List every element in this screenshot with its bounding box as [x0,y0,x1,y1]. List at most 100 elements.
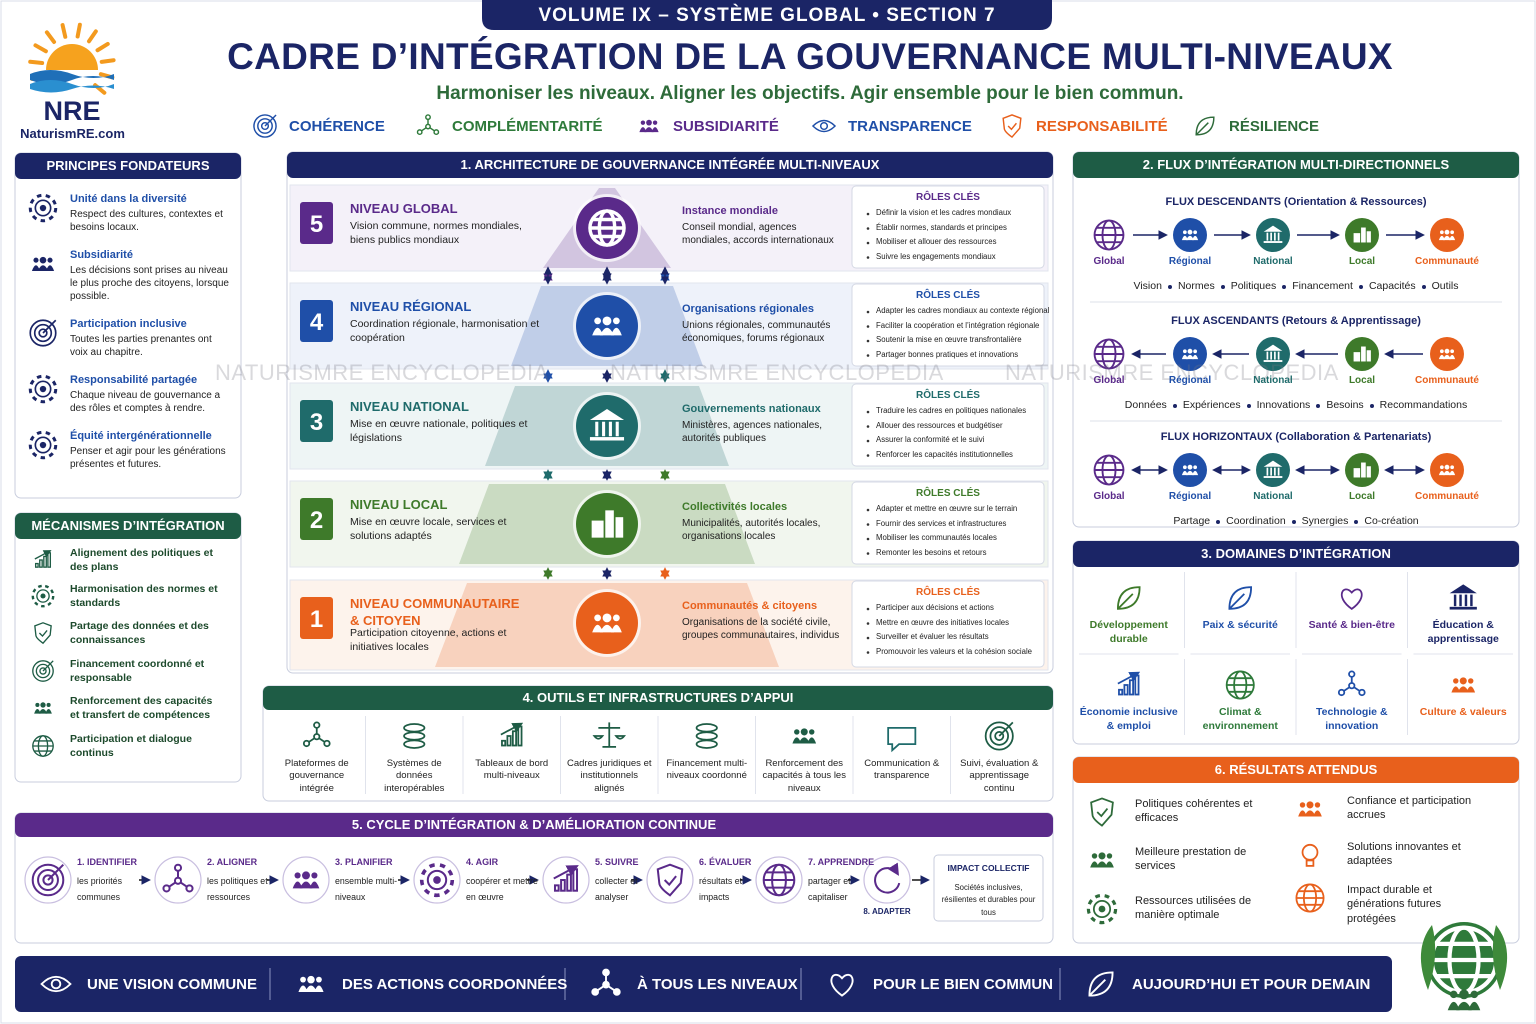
icon-part [1270,467,1272,476]
icon-part [589,437,625,441]
level-number-box [300,597,333,639]
icon-part [1466,686,1476,693]
icon [500,722,524,747]
icon-part [1366,466,1371,478]
icon-part [1193,230,1198,235]
icon-part [1192,470,1199,476]
logo-ray [60,23,68,39]
icon-part [1449,470,1456,476]
icon-part [1181,235,1188,241]
domain-label: Climat & environnement [1202,706,1278,732]
flow-item: Synergies [1301,515,1349,527]
icon-part [640,120,646,125]
role-item: Remonter les besoins et retours [876,547,987,557]
principle-title: Unité dans la diversité [70,193,187,205]
step-ring [542,856,590,904]
icon-part [614,735,626,740]
level-number: 4 [309,309,324,336]
icon-part [1007,122,1017,131]
panel-title: 3. DOMAINES D’INTÉGRATION [1201,546,1391,561]
icon-part [1186,354,1194,360]
icon-part [592,327,604,336]
icon [1345,218,1379,252]
icon-part [798,737,810,744]
icon [29,319,57,347]
icon-disc [1173,453,1207,487]
icon-part [37,265,49,272]
icon-part [1447,1001,1460,1011]
icon-part [1091,853,1098,859]
icon [1093,338,1125,370]
value-label: SUBSIDIARITÉ [673,118,779,135]
bullet [866,241,870,245]
icon-part [1449,606,1477,610]
icon-part [1182,465,1187,470]
icon-part [646,119,652,126]
icon-part [602,316,612,326]
impact-title: IMPACT COLLECTIF [947,863,1030,873]
icon-part [302,871,310,880]
icon-part [1123,684,1129,696]
bullet [866,537,870,541]
roles-box [851,383,1045,467]
icon-part [1449,584,1477,594]
icon-part [46,702,51,707]
icon-part [1181,354,1188,360]
icon-part [501,739,507,747]
flow-item: Politiques [1230,280,1277,292]
icon [1093,454,1125,486]
icon-part [1439,465,1444,470]
icon-part [1002,114,1022,139]
roles-heading: RÔLES CLÉS [916,587,980,598]
icon-part [38,630,48,638]
icon-part [800,728,808,736]
step-text: résultats et impacts [699,876,743,903]
icon-part [1274,232,1276,241]
level-number: 1 [309,606,324,633]
icon [1449,584,1477,610]
watermark: NATURISMRE ENCYCLOPEDIA [1005,360,1339,385]
result-label: Ressources utilisées de manière optimale [1135,895,1252,922]
icon-part [819,121,829,131]
icon-part [1195,116,1215,136]
roles-box [851,481,1045,565]
icon [1430,337,1464,371]
bullet [866,607,870,611]
flow-node-label: Global [1093,491,1125,502]
icon-part [1470,990,1479,999]
footer-label: AUJOURD’HUI ET POUR DEMAIN [1132,976,1371,993]
icon-part [185,884,194,893]
icon [1090,852,1114,868]
panel-title: 2. FLUX D’INTÉGRATION MULTI-DIRECTIONNEL… [1142,157,1450,172]
role-item: Surveiller et évaluer les résultats [876,632,989,641]
result-label: Solutions innovantes et adaptées [1347,841,1461,868]
logo-ray [99,58,116,64]
icon-part [1098,852,1106,860]
icon-disc [1430,453,1464,487]
flow-item: Besoins [1326,399,1364,411]
subtitle: Harmoniser les niveaux. Aligner les obje… [436,83,1184,104]
flow-item: Coordination [1226,515,1286,527]
icon-part [1470,594,1473,607]
icon [1093,219,1125,251]
icon [302,721,331,748]
level-name: NIVEAU COMMUNAUTAIRE & CITOYEN [350,596,520,628]
level-number-box [300,202,333,244]
icon-part [553,884,560,892]
icon-part [1187,348,1193,354]
icon-part [1228,586,1253,610]
icon-part [1266,232,1269,241]
icon [576,197,638,259]
icon-part [1266,467,1269,476]
icon-part [1451,686,1461,693]
panel-header [287,152,1053,178]
icon-part [1468,678,1474,684]
bullet [866,636,870,640]
icon-part [433,129,440,136]
icon-part [40,702,46,708]
icon [419,862,455,898]
logo-sun [46,44,98,70]
icon [34,550,52,568]
icon-part [1186,235,1194,241]
logo-ray [75,22,82,39]
